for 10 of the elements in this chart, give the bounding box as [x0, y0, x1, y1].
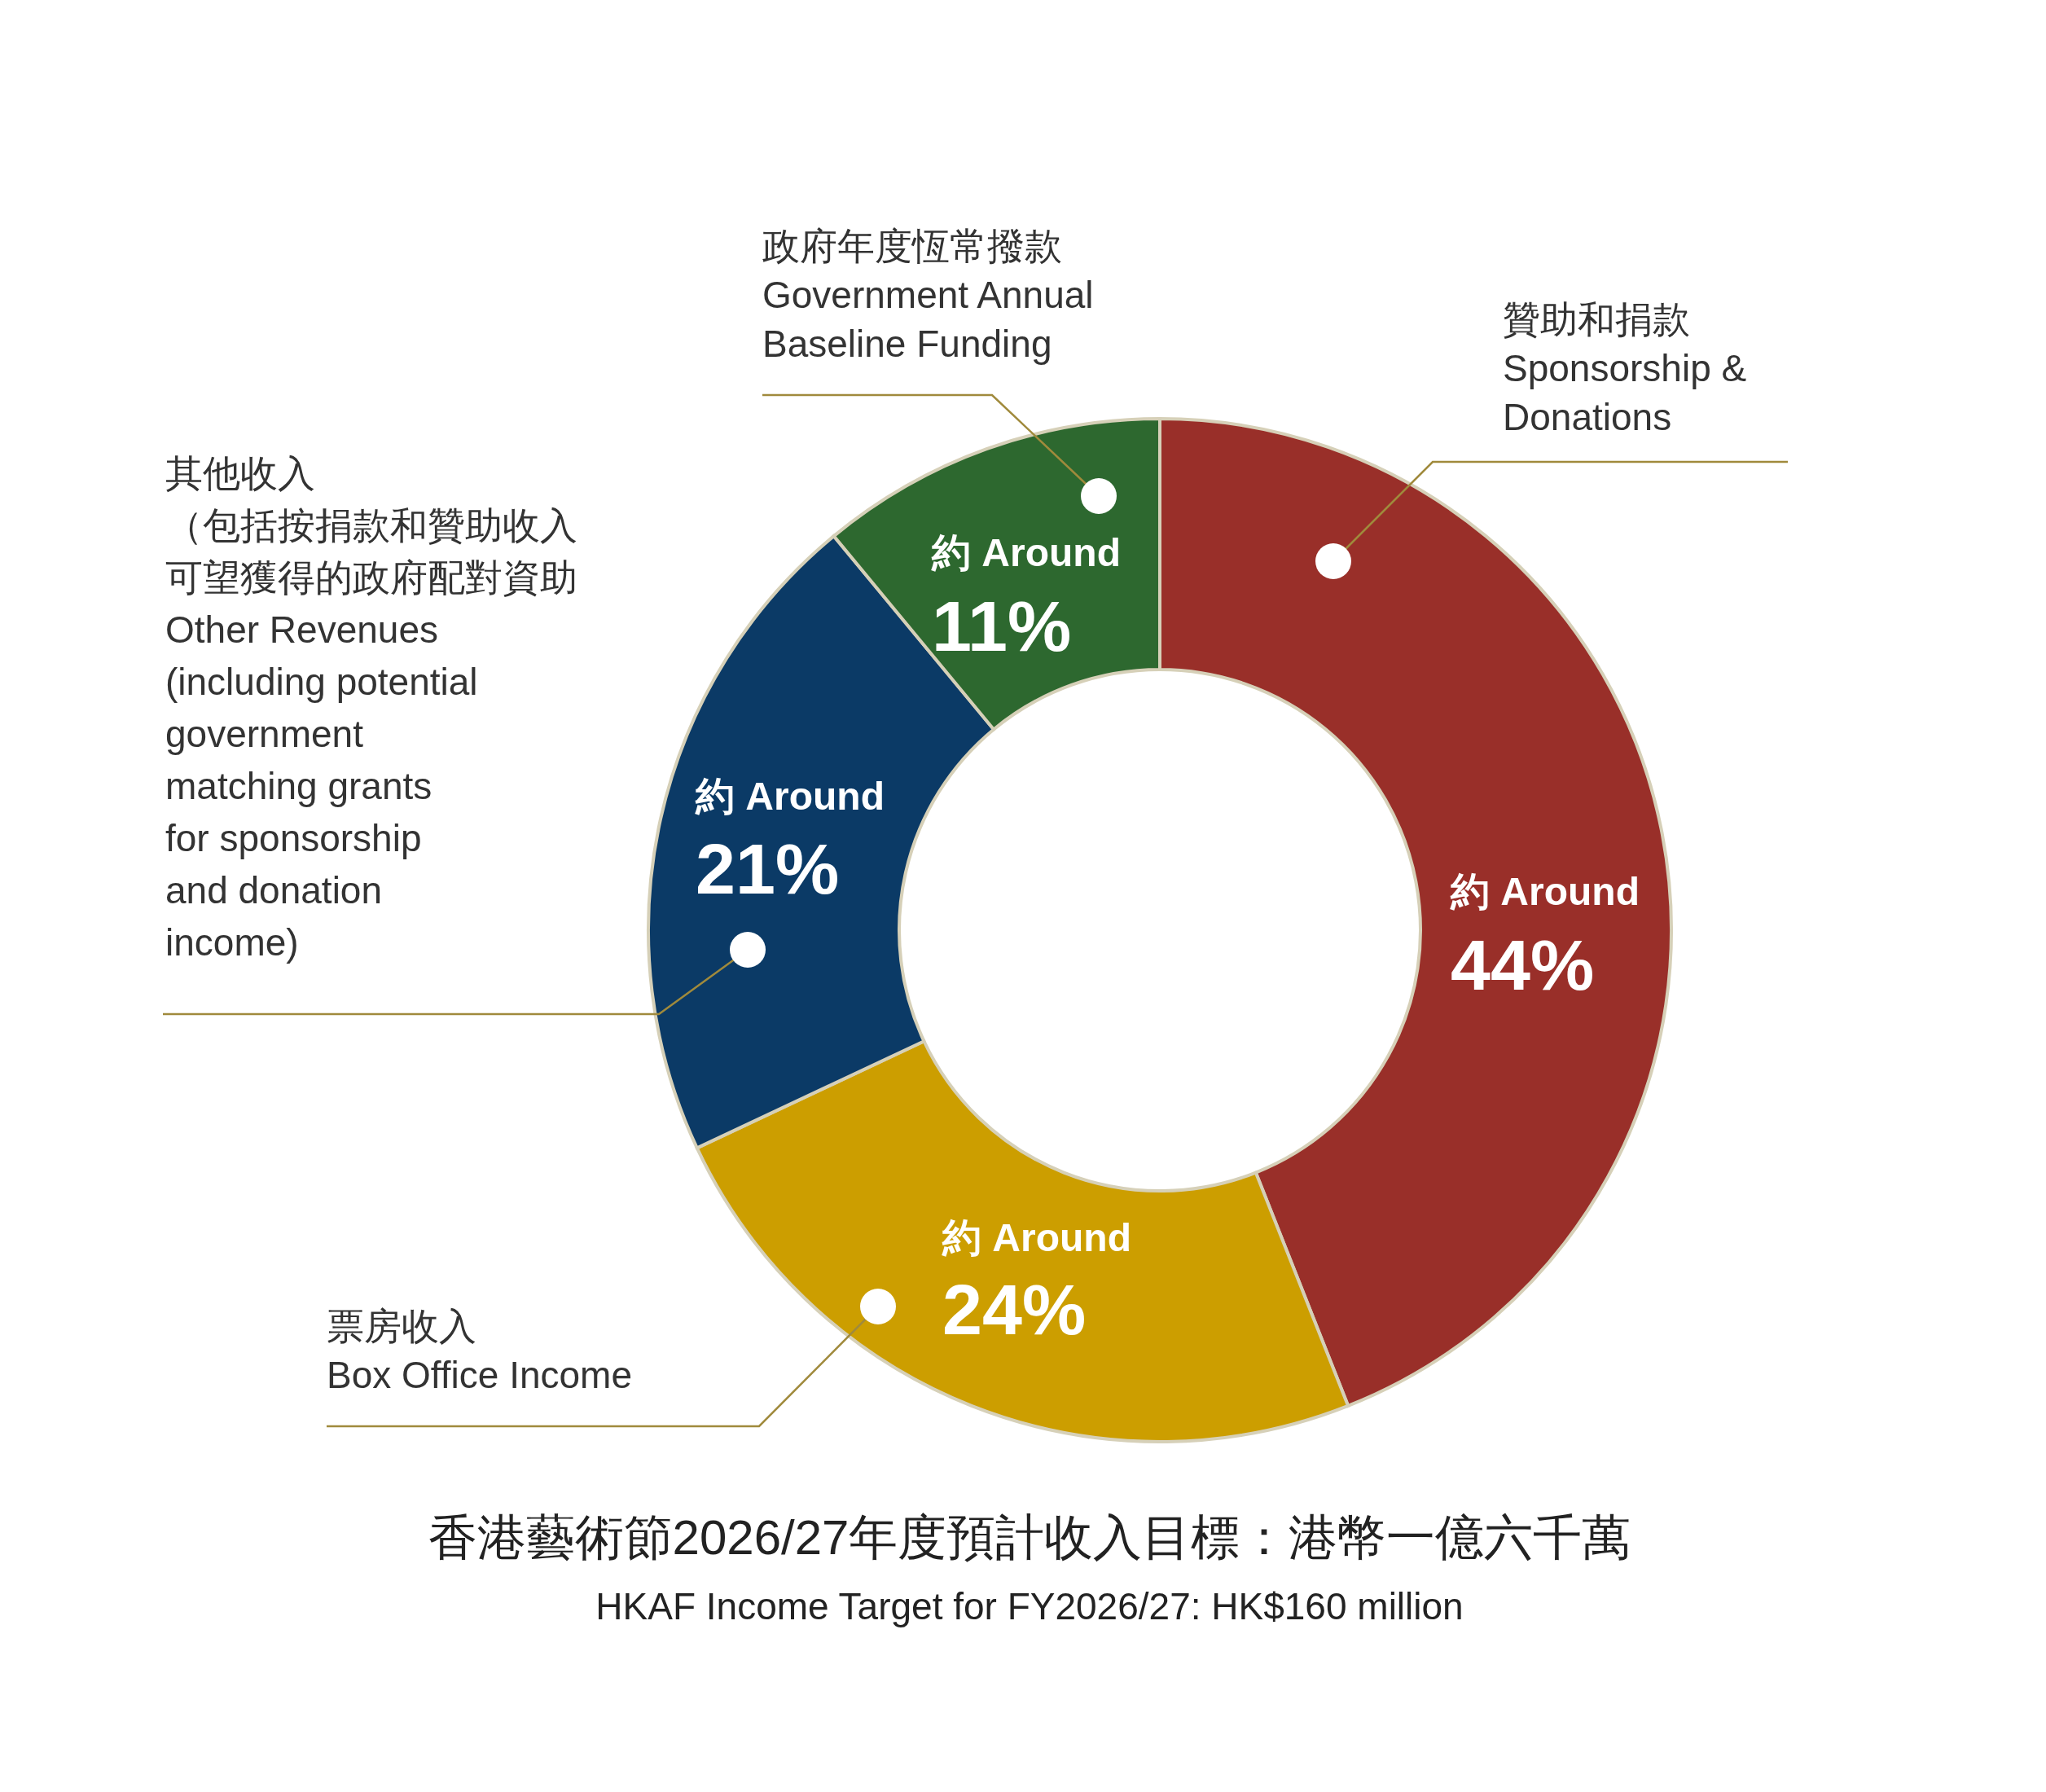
category-label: 其他收入（包括按捐款和贊助收入可望獲得的政府配對資助 Other Revenues (including potential government matching grants for sponsorship and donation income) [165, 452, 577, 964]
slice-label: 贊助和捐款 Sponsorship & Donations [1503, 298, 1747, 438]
slice-label: 票房收入 Box Office Income [327, 1305, 632, 1396]
text: 約 Around 21% [696, 775, 885, 909]
text: 約 Around 11% [932, 531, 1121, 666]
text: 約 Around 44% [1451, 870, 1640, 1005]
slice-label: 政府年度恆常撥款 Government Annual Baseline Funding [762, 225, 1094, 365]
text: 約 Around 24% [942, 1216, 1131, 1350]
text: HKAF Income Target for FY2026/27: HK$160 million [595, 1585, 1464, 1627]
text: 香港藝術節2026/27年度預計收入目標：港幣一億六千萬 [428, 1510, 1631, 1565]
